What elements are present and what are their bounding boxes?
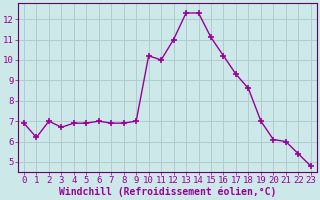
X-axis label: Windchill (Refroidissement éolien,°C): Windchill (Refroidissement éolien,°C) (59, 187, 276, 197)
